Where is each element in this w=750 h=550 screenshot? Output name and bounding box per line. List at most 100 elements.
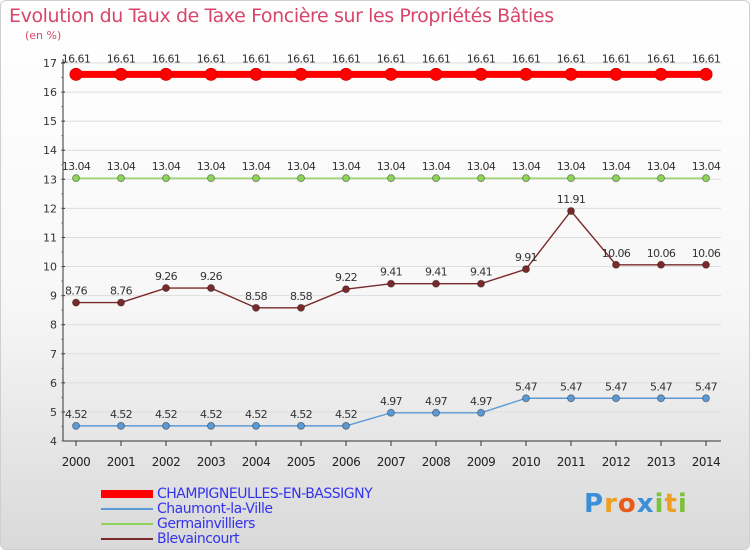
data-label: 16.61 — [557, 52, 586, 65]
data-label: 4.52 — [200, 408, 222, 421]
y-axis-unit: (en %) — [25, 29, 62, 42]
data-point — [702, 174, 710, 183]
data-point — [162, 174, 170, 183]
y-tick-label: 14 — [43, 144, 57, 157]
data-point — [114, 67, 128, 81]
legend-label: Chaumont-la-Ville — [157, 500, 273, 517]
data-point — [72, 421, 80, 430]
data-point — [294, 67, 308, 81]
data-point — [252, 174, 260, 183]
legend-label: Germainvilliers — [157, 515, 255, 532]
data-point — [522, 394, 530, 403]
data-label: 4.97 — [380, 395, 403, 408]
y-tick-label: 17 — [43, 57, 57, 70]
data-point — [612, 174, 620, 183]
legend-item: Germainvilliers — [101, 515, 372, 532]
legend-item: CHAMPIGNEULLES-EN-BASSIGNY — [101, 486, 373, 502]
data-label: 13.04 — [377, 160, 406, 173]
data-label: 13.04 — [602, 160, 631, 173]
y-tick-label: 5 — [50, 406, 57, 419]
data-point — [477, 408, 485, 417]
data-label: 4.52 — [290, 408, 312, 421]
data-point — [564, 67, 578, 81]
data-label: 4.52 — [110, 408, 132, 421]
data-label: 11.91 — [557, 193, 586, 206]
logo-letter: i — [677, 489, 688, 519]
data-label: 5.47 — [650, 380, 673, 393]
logo-letter: r — [604, 489, 618, 519]
x-tick-label: 2000 — [62, 455, 91, 469]
legend-label: Blevaincourt — [157, 530, 240, 547]
x-tick-label: 2007 — [377, 455, 406, 469]
data-label: 8.76 — [110, 285, 133, 298]
x-tick-label: 2005 — [287, 455, 316, 469]
data-point — [69, 67, 83, 81]
logo-letter: P — [584, 489, 605, 519]
data-point — [159, 67, 173, 81]
x-tick-label: 2004 — [242, 455, 271, 469]
data-label: 16.61 — [512, 52, 541, 65]
y-tick-label: 12 — [43, 202, 57, 215]
data-point — [519, 67, 533, 81]
data-label: 16.61 — [197, 52, 226, 65]
data-point — [72, 298, 80, 307]
data-point — [207, 284, 215, 293]
data-point — [249, 67, 263, 81]
data-label: 4.52 — [245, 408, 267, 421]
data-label: 16.61 — [242, 52, 271, 65]
legend-item: Chaumont-la-Ville — [101, 500, 372, 517]
data-label: 9.22 — [335, 271, 357, 284]
data-point — [297, 303, 305, 312]
data-label: 13.04 — [107, 160, 136, 173]
data-point — [477, 279, 485, 288]
data-point — [432, 279, 440, 288]
data-point — [117, 421, 125, 430]
logo-letter: i — [654, 489, 665, 519]
data-point — [474, 67, 488, 81]
data-label: 9.41 — [380, 266, 402, 279]
data-label: 10.06 — [692, 247, 721, 260]
data-label: 13.04 — [242, 160, 271, 173]
legend-item: Blevaincourt — [101, 530, 372, 547]
data-label: 4.52 — [335, 408, 357, 421]
data-point — [207, 174, 215, 183]
data-label: 13.04 — [512, 160, 541, 173]
legend-swatch — [101, 489, 153, 498]
data-label: 16.61 — [62, 52, 91, 65]
data-label: 5.47 — [605, 380, 628, 393]
x-tick-label: 2014 — [692, 455, 721, 469]
data-label: 10.06 — [602, 247, 631, 260]
data-point — [342, 285, 350, 294]
data-point — [297, 421, 305, 430]
data-label: 16.61 — [602, 52, 631, 65]
y-tick-label: 16 — [43, 86, 57, 99]
data-label: 16.61 — [692, 52, 721, 65]
data-label: 13.04 — [332, 160, 361, 173]
legend-swatch — [101, 507, 153, 510]
data-label: 16.61 — [422, 52, 451, 65]
x-tick-label: 2009 — [467, 455, 496, 469]
data-label: 9.26 — [200, 270, 223, 283]
data-label: 9.26 — [155, 270, 178, 283]
logo-letter: x — [636, 489, 655, 519]
data-point — [162, 421, 170, 430]
data-label: 9.41 — [470, 266, 492, 279]
data-point — [612, 394, 620, 403]
data-label: 16.61 — [107, 52, 136, 65]
x-tick-label: 2010 — [512, 455, 541, 469]
data-label: 13.04 — [647, 160, 676, 173]
logo-letter: o — [617, 489, 637, 519]
data-point — [342, 421, 350, 430]
data-point — [339, 67, 353, 81]
data-label: 4.52 — [65, 408, 87, 421]
data-point — [252, 303, 260, 312]
x-tick-label: 2003 — [197, 455, 226, 469]
data-label: 13.04 — [422, 160, 451, 173]
data-label: 10.06 — [647, 247, 676, 260]
logo-letter: t — [664, 489, 678, 519]
data-label: 16.61 — [332, 52, 361, 65]
data-point — [387, 174, 395, 183]
y-tick-label: 15 — [43, 115, 57, 128]
data-point — [252, 421, 260, 430]
